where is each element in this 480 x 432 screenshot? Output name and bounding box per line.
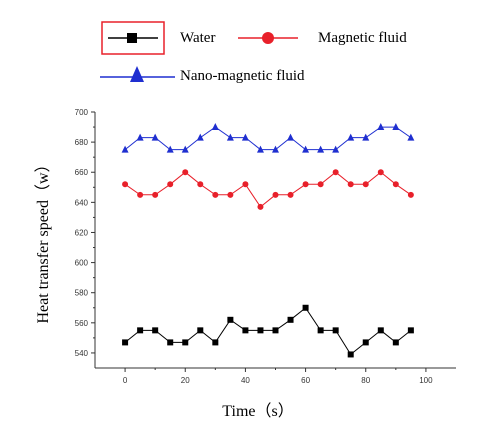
data-point bbox=[317, 327, 324, 334]
data-point bbox=[377, 327, 384, 334]
x-tick-label: 0 bbox=[123, 376, 128, 385]
data-point bbox=[152, 327, 159, 334]
legend-water-label: Water bbox=[180, 30, 215, 46]
data-point bbox=[407, 133, 415, 141]
data-point bbox=[407, 327, 414, 334]
series-line bbox=[124, 171, 412, 208]
data-point bbox=[332, 169, 339, 176]
data-point bbox=[137, 327, 144, 334]
x-axis-title: Time（s） bbox=[222, 402, 293, 420]
legend-water-box bbox=[101, 21, 165, 55]
data-point bbox=[302, 145, 310, 153]
data-point bbox=[362, 133, 370, 141]
data-point bbox=[377, 169, 384, 176]
y-tick-label: 580 bbox=[75, 289, 89, 298]
data-point bbox=[212, 191, 219, 198]
y-tick-label: 600 bbox=[75, 259, 89, 268]
y-tick-label: 560 bbox=[75, 319, 89, 328]
data-point bbox=[362, 181, 369, 188]
data-point bbox=[122, 339, 129, 346]
series-line bbox=[124, 126, 412, 151]
y-tick-label: 660 bbox=[75, 168, 89, 177]
data-point bbox=[227, 316, 234, 323]
data-point bbox=[226, 133, 234, 141]
data-point bbox=[197, 181, 204, 188]
data-point bbox=[242, 327, 249, 334]
data-point bbox=[317, 145, 325, 153]
y-tick-label: 680 bbox=[75, 138, 89, 147]
data-point bbox=[362, 339, 369, 346]
y-tick-label: 700 bbox=[75, 108, 89, 117]
data-point bbox=[317, 181, 324, 188]
data-point bbox=[257, 327, 264, 334]
data-point bbox=[137, 191, 144, 198]
legend-nano-label: Nano-magnetic fluid bbox=[180, 68, 305, 84]
series-square bbox=[122, 304, 414, 358]
legend-magnetic-marker bbox=[262, 32, 274, 44]
data-point bbox=[227, 191, 234, 198]
x-tick-label: 40 bbox=[241, 376, 250, 385]
series-triangle bbox=[121, 123, 415, 153]
x-axis-ticks: 0 20 40 60 80 100 bbox=[123, 368, 433, 385]
data-point bbox=[166, 145, 174, 153]
data-point bbox=[136, 133, 144, 141]
data-point bbox=[167, 181, 174, 188]
data-point bbox=[287, 316, 294, 323]
data-point bbox=[392, 123, 400, 131]
data-point bbox=[302, 304, 309, 311]
data-point bbox=[302, 181, 309, 188]
data-point bbox=[212, 339, 219, 346]
legend: Water Magnetic fluid Nano-magnetic fluid bbox=[100, 21, 407, 84]
y-tick-label: 620 bbox=[75, 228, 89, 237]
data-point bbox=[181, 145, 189, 153]
data-point bbox=[256, 145, 264, 153]
x-tick-label: 60 bbox=[301, 376, 310, 385]
legend-water-marker bbox=[127, 33, 137, 43]
series-layer bbox=[121, 123, 415, 358]
data-point bbox=[287, 133, 295, 141]
data-point bbox=[392, 181, 399, 188]
data-point bbox=[332, 145, 340, 153]
data-point bbox=[347, 181, 354, 188]
legend-nano-marker bbox=[130, 66, 144, 82]
data-point bbox=[241, 133, 249, 141]
series-circle bbox=[122, 169, 414, 210]
data-point bbox=[182, 339, 189, 346]
data-point bbox=[287, 191, 294, 198]
y-tick-label: 540 bbox=[75, 349, 89, 358]
data-point bbox=[196, 133, 204, 141]
data-point bbox=[167, 339, 174, 346]
data-point bbox=[407, 191, 414, 198]
series-line bbox=[124, 307, 412, 356]
data-point bbox=[347, 351, 354, 358]
data-point bbox=[182, 169, 189, 176]
data-point bbox=[242, 181, 249, 188]
x-tick-label: 80 bbox=[361, 376, 370, 385]
data-point bbox=[392, 339, 399, 346]
legend-magnetic-label: Magnetic fluid bbox=[318, 30, 407, 46]
x-tick-label: 20 bbox=[181, 376, 190, 385]
y-tick-label: 640 bbox=[75, 198, 89, 207]
data-point bbox=[332, 327, 339, 334]
y-axis-title: Heat transfer speed（w） bbox=[34, 156, 52, 323]
data-point bbox=[211, 123, 219, 131]
data-point bbox=[272, 145, 279, 153]
y-axis-ticks: 540 560 580 600 620 640 660 680 700 bbox=[75, 108, 95, 358]
data-point bbox=[377, 123, 385, 131]
data-point bbox=[272, 191, 279, 198]
data-point bbox=[121, 145, 129, 153]
data-point bbox=[272, 327, 279, 334]
data-point bbox=[122, 181, 129, 188]
data-point bbox=[347, 133, 355, 141]
data-point bbox=[257, 203, 264, 210]
data-point bbox=[152, 191, 159, 198]
data-point bbox=[151, 133, 159, 141]
data-point bbox=[197, 327, 204, 334]
x-tick-label: 100 bbox=[419, 376, 433, 385]
